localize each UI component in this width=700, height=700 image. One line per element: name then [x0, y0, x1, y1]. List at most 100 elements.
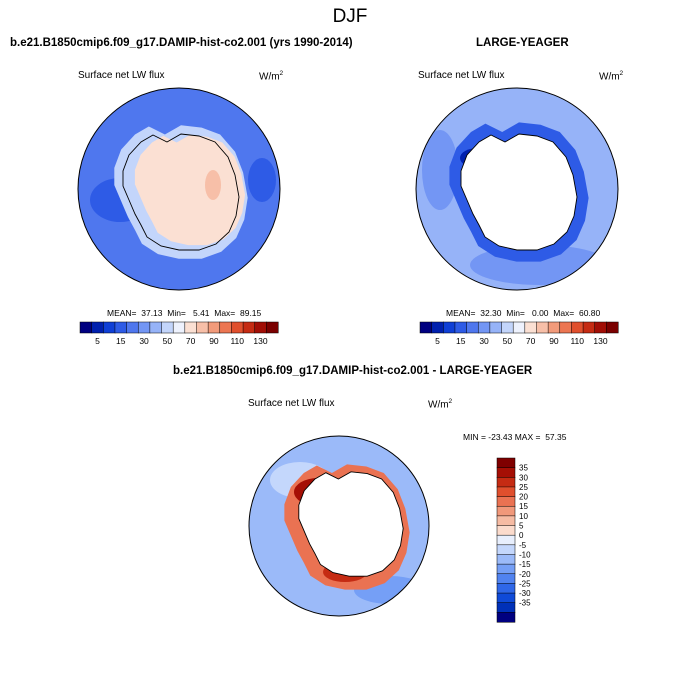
colorbar-swatch	[496, 486, 516, 498]
colorbar-swatch	[606, 321, 619, 334]
map-border-diff	[248, 435, 430, 617]
colorbar-swatch	[536, 321, 549, 334]
colorbar-swatch	[242, 321, 256, 334]
colorbar-swatch	[149, 321, 163, 334]
panel-obs-heading: LARGE-YEAGER	[476, 37, 569, 49]
map-border-obs	[415, 87, 619, 291]
colorbar-swatch	[582, 321, 596, 334]
colorbar-swatch	[219, 321, 232, 334]
colorbar-swatch	[137, 321, 151, 334]
colorbar-tick-label: 110	[570, 336, 584, 346]
colorbar-swatch	[496, 457, 516, 469]
colorbar-tick-label: 5	[95, 336, 100, 346]
units-obs-exp: 2	[619, 70, 624, 77]
colorbar-swatch	[254, 321, 267, 334]
colorbar-tick-label: -10	[519, 550, 531, 559]
colorbar-swatch	[496, 554, 516, 565]
colorbar-swatch	[524, 321, 538, 334]
contour-test-b	[248, 158, 276, 202]
colorbar-tick-label: -35	[519, 599, 531, 608]
colorbar-swatch	[496, 544, 516, 556]
colorbar-swatch	[161, 321, 174, 334]
map-test	[77, 87, 281, 291]
colorbar-tick-label: 15	[116, 336, 126, 346]
colorbar-tick-label: 50	[503, 336, 513, 346]
colorbar-swatch	[196, 321, 209, 334]
colorbar-swatch	[207, 321, 221, 334]
colorbar-tick-label: 30	[519, 473, 528, 482]
colorbar-swatch	[419, 321, 433, 334]
colorbar-swatch	[79, 321, 93, 334]
colorbar-swatch	[91, 321, 104, 334]
colorbar-swatch	[496, 477, 516, 488]
panel-obs-stats: MEAN= 32.30 Min= 0.00 Max= 60.80	[446, 308, 601, 318]
colorbar-tick-label: 30	[479, 336, 489, 346]
colorbar-swatch	[184, 321, 198, 334]
colorbar-tick-label: 0	[519, 531, 524, 540]
panel-test-units: W/m2	[259, 70, 283, 82]
colorbar-tick-label: -20	[519, 570, 531, 579]
colorbar-tick-label: 90	[209, 336, 219, 346]
panel-diff-heading: b.e21.B1850cmip6.f09_g17.DAMIP-hist-co2.…	[173, 365, 533, 377]
colorbar-tick-label: 130	[253, 336, 267, 346]
colorbar-swatch	[496, 563, 516, 575]
colorbar-swatch	[496, 525, 516, 536]
colorbar-tick-label: 70	[186, 336, 196, 346]
colorbar-tick-label: 5	[519, 522, 524, 531]
colorbar-swatch	[172, 321, 186, 334]
colorbar-tick-label: 5	[435, 336, 440, 346]
colorbar-swatch	[496, 583, 516, 594]
panel-obs-variable: Surface net LW flux	[418, 70, 505, 81]
panel-test-heading: b.e21.B1850cmip6.f09_g17.DAMIP-hist-co2.…	[10, 37, 353, 49]
colorbar-swatch	[559, 321, 572, 334]
colorbar-tick-label: 25	[519, 483, 528, 492]
colorbar-tick-label: 70	[526, 336, 536, 346]
units-diff-base: W/m	[428, 399, 449, 411]
colorbar-swatch	[571, 321, 584, 334]
figure-title: DJF	[332, 6, 368, 27]
colorbar-swatch	[496, 612, 516, 623]
colorbar-swatch	[231, 321, 244, 334]
colorbar-tick-label: -5	[519, 541, 527, 550]
colorbar-swatch	[489, 321, 503, 334]
colorbar-tick-label: 35	[519, 464, 528, 473]
colorbar-swatch	[496, 467, 516, 478]
colorbar-tick-label: -25	[519, 579, 531, 588]
colorbar-swatch	[547, 321, 561, 334]
map-obs	[415, 87, 619, 291]
units-diff-exp: 2	[448, 398, 453, 405]
units-test-exp: 2	[279, 70, 284, 77]
colorbar-swatch	[512, 321, 526, 334]
colorbar-swatch	[496, 602, 516, 613]
colorbar-swatch	[496, 505, 516, 517]
colorbar-tick-label: 10	[519, 512, 528, 521]
colorbar-swatch	[496, 573, 516, 584]
colorbar-swatch	[477, 321, 491, 334]
colorbar-tick-label: 30	[139, 336, 149, 346]
map-border-test	[77, 87, 281, 291]
colorbar-swatch	[594, 321, 607, 334]
colorbar-swatch	[501, 321, 514, 334]
colorbar-tick-label: 90	[549, 336, 559, 346]
contour-obs-b	[422, 130, 458, 210]
units-test-base: W/m	[259, 71, 280, 83]
colorbar-swatch	[103, 321, 116, 334]
colorbar-swatch	[126, 321, 139, 334]
panel-diff-stats: MIN = -23.43 MAX = 57.35	[463, 432, 567, 442]
colorbar-tick-label: 15	[456, 336, 466, 346]
colorbar-swatch	[496, 592, 516, 604]
panel-test-stats: MEAN= 37.13 Min= 5.41 Max= 89.15	[107, 308, 262, 318]
land-warm-test	[205, 170, 221, 200]
colorbar-tick-label: -30	[519, 589, 531, 598]
colorbar-tick-label: 20	[519, 493, 528, 502]
panel-diff-variable: Surface net LW flux	[248, 398, 335, 409]
colorbar-tick-label: 110	[230, 336, 244, 346]
panel-diff-units: W/m2	[428, 398, 452, 410]
colorbar-tick-label: -15	[519, 560, 531, 569]
panel-obs-units: W/m2	[599, 70, 623, 82]
map-diff	[248, 435, 430, 617]
colorbar-tick-label: 130	[593, 336, 607, 346]
colorbar-test: 5 15 30 50 70 90 110 130	[79, 321, 279, 346]
